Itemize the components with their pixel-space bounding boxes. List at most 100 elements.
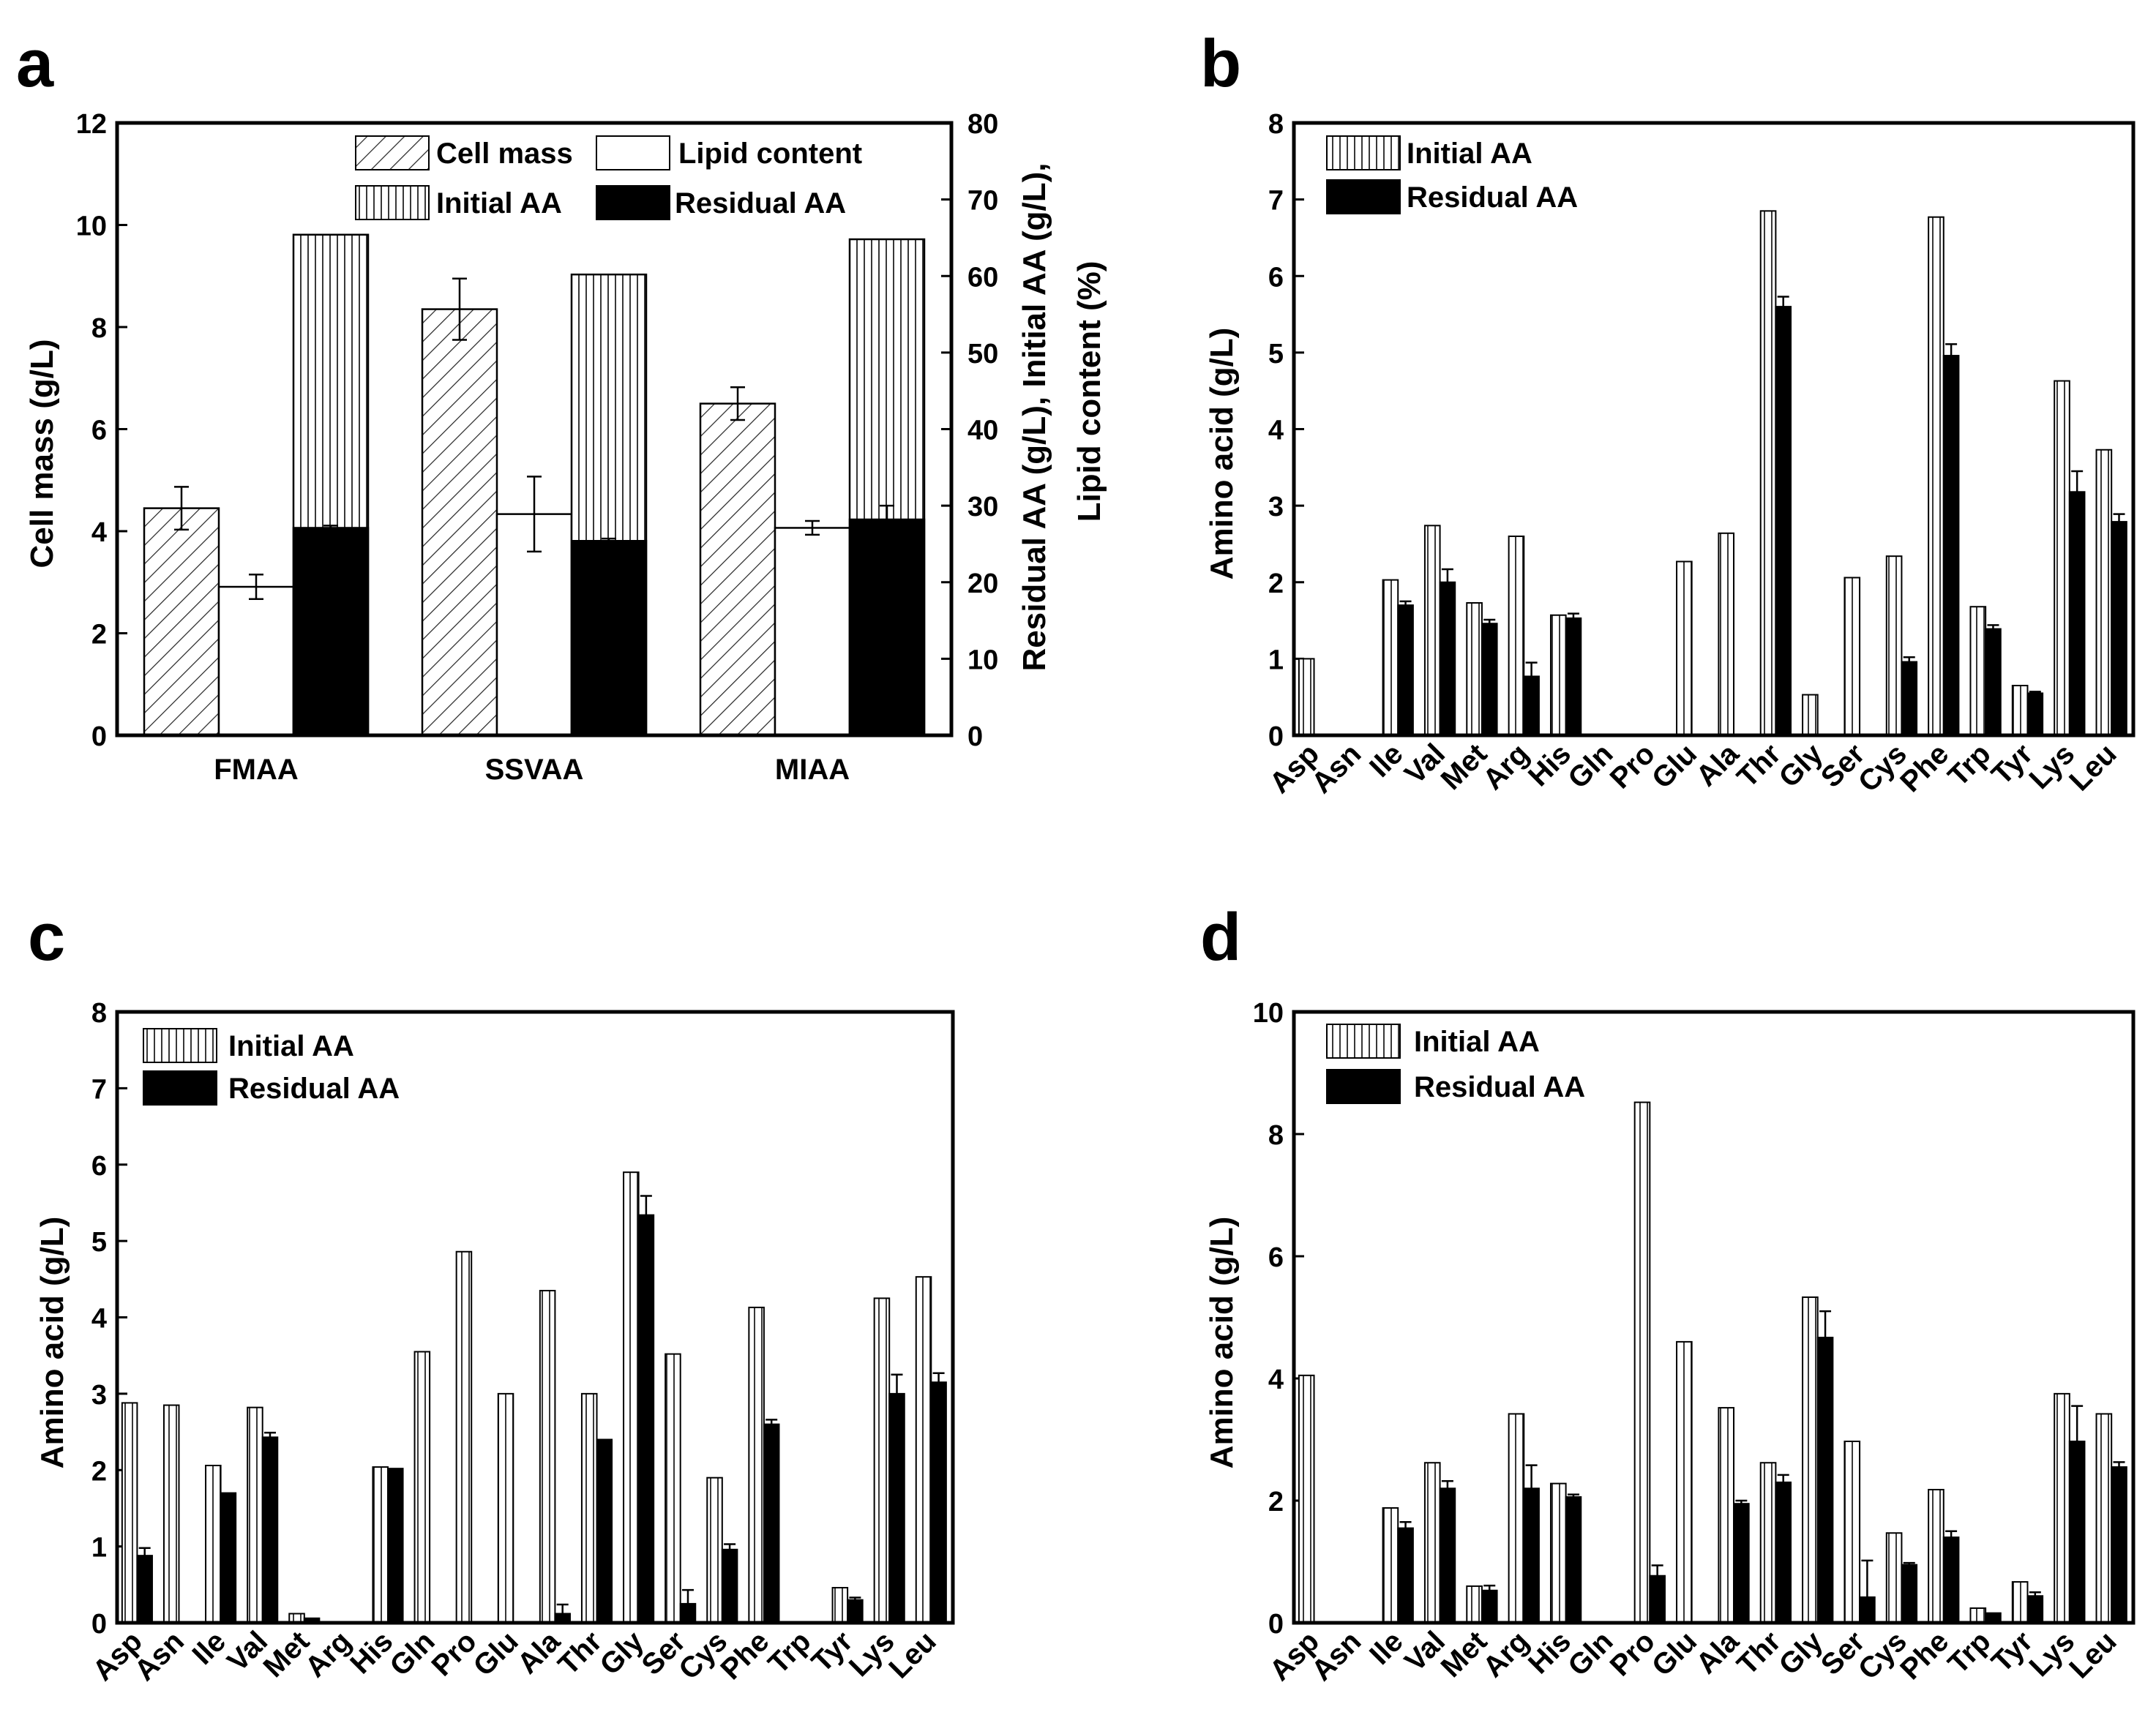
legend-swatch-cell-mass <box>355 135 430 170</box>
category-label-ile: Ile <box>1363 1625 1410 1671</box>
panel-a-letter: a <box>16 26 54 101</box>
legend-swatch-initial-aa <box>143 1028 217 1063</box>
y-tick-label: 8 <box>91 313 107 344</box>
bar-initial-aa-his <box>1549 1482 1567 1624</box>
legend-label-residual-aa: Residual AA <box>675 187 846 219</box>
bar-initial-aa-glu <box>1676 560 1693 736</box>
bar-residual-aa-phe <box>1942 1536 1960 1624</box>
y-tick-label: 6 <box>1268 262 1284 293</box>
y-tick-label: 6 <box>91 416 107 446</box>
bar-initial-aa-leu <box>915 1276 932 1624</box>
bar-initial-aa-cys <box>1885 555 1903 736</box>
bar-initial-aa-phe <box>1928 1488 1944 1624</box>
bar-initial-aa-phe <box>748 1306 765 1624</box>
y2-tick-label: 50 <box>967 339 998 369</box>
y-tick-label: 8 <box>91 998 107 1029</box>
bar-residual-aa-ala <box>1733 1503 1750 1624</box>
panel-b-ylabel: Amino acid (g/L) <box>1204 328 1240 580</box>
bar-initial-aa-asn <box>162 1404 180 1624</box>
panel-c: c Amino acid (g/L) 012345678AspAsnIleVal… <box>28 900 955 1687</box>
bar-residual-aa-thr <box>1775 1481 1792 1624</box>
bar-residual-aa-tyr <box>2026 692 2044 736</box>
panel-c-ylabel: Amino acid (g/L) <box>34 1217 70 1469</box>
bar-residual-aa-tyr <box>847 1599 864 1624</box>
bar-residual-aa-arg <box>1523 1487 1540 1624</box>
plot-frame <box>115 121 954 738</box>
bar-residual-aa-pro <box>1649 1575 1666 1624</box>
bar-initial-aa-ile <box>205 1464 222 1624</box>
bar-initial-aa-glu <box>497 1392 514 1624</box>
y-tick-label: 1 <box>1268 645 1284 675</box>
bar-initial-aa-gly <box>623 1171 640 1624</box>
legend-label-initial-aa: Initial AA <box>228 1030 354 1062</box>
bar-initial-aa-his <box>372 1466 389 1624</box>
panel-a: a Cell mass (g/L) Residual AA (g/L), Ini… <box>16 26 1107 786</box>
y-tick-label: 0 <box>1268 721 1284 752</box>
y2-tick-label: 0 <box>967 721 983 752</box>
panel-b-legend: Initial AA Residual AA <box>1326 135 1578 214</box>
bar-initial-aa-gly <box>1802 694 1819 737</box>
bar-initial-aa-met <box>1466 601 1483 737</box>
panel-a-legend: Cell mass Lipid content Initial AA Resid… <box>355 135 862 220</box>
bar-initial-aa-tyr <box>2011 1581 2029 1624</box>
bar-residual-aa-asp <box>136 1555 153 1624</box>
bar-residual-aa-ile <box>1397 1527 1414 1624</box>
bar-initial-aa-leu <box>2095 1413 2113 1624</box>
y2-tick-label: 10 <box>967 645 998 675</box>
category-label-leu: Leu <box>2063 738 2122 797</box>
bar-residual-aa-val <box>261 1436 279 1624</box>
bar-initial-aa-pro <box>455 1250 473 1624</box>
bar-initial-aa-thr <box>1759 210 1777 737</box>
y-tick-label: 4 <box>1268 416 1284 446</box>
panel-b: b Amino acid (g/L) 012345678AspAsnIleVal… <box>1200 26 2136 800</box>
bar-initial-aa-met <box>1466 1585 1483 1624</box>
bar-initial-aa-val <box>247 1406 263 1624</box>
y2-tick-label: 60 <box>967 262 998 293</box>
y-tick-label: 3 <box>1268 492 1284 522</box>
legend-swatch-residual-aa <box>596 185 670 220</box>
bar-residual-aa-cys <box>1901 1564 1918 1624</box>
bar-residual-aa-his <box>1565 1496 1582 1624</box>
legend-swatch-lipid-content <box>596 135 670 170</box>
y-tick-label: 2 <box>91 620 107 650</box>
bar-initial-aa-ile <box>1382 579 1399 737</box>
y-tick-label: 2 <box>1268 1487 1284 1517</box>
legend-label-initial-aa: Initial AA <box>436 187 562 219</box>
bar-initial-aa-val <box>1423 1462 1441 1624</box>
legend-label-cell-mass: Cell mass <box>436 138 573 170</box>
legend-label-residual-aa: Residual AA <box>1407 181 1578 214</box>
panel-d-ylabel: Amino acid (g/L) <box>1204 1217 1240 1469</box>
bar-initial-aa-asp <box>1298 1374 1315 1624</box>
y-tick-label: 8 <box>1268 109 1284 140</box>
bar-initial-aa-ser <box>1844 577 1861 736</box>
bar-initial-aa-cys <box>1885 1532 1903 1624</box>
panel-a-y2label-line1: Residual AA (g/L), Initial AA (g/L), <box>1017 163 1052 672</box>
panel-b-letter: b <box>1200 26 1241 101</box>
bar-initial-aa-arg <box>1508 1413 1525 1624</box>
bar-initial-aa-leu <box>2095 449 2113 737</box>
bar-initial-aa-ala <box>1718 1407 1735 1624</box>
legend-label-lipid-content: Lipid content <box>678 138 862 170</box>
bar-cell-mass-fmaa <box>143 507 220 737</box>
panel-a-ylabel: Cell mass (g/L) <box>24 339 60 568</box>
bar-residual-aa-val <box>1439 1487 1456 1624</box>
y-tick-label: 8 <box>1268 1120 1284 1151</box>
bar-residual-aa-cys <box>721 1548 738 1624</box>
bar-initial-aa-asp <box>121 1402 138 1624</box>
category-label-asn: Asn <box>1306 1625 1368 1687</box>
y-tick-label: 10 <box>76 211 107 242</box>
category-label-ile: Ile <box>187 1625 233 1671</box>
y2-tick-label: 70 <box>967 186 998 217</box>
y-tick-label: 7 <box>91 1074 107 1105</box>
category-label-leu: Leu <box>883 1625 942 1684</box>
bar-residual-aa-arg <box>1523 675 1540 736</box>
bar-initial-aa-ser <box>665 1353 681 1624</box>
y2-tick-label: 80 <box>967 109 998 140</box>
category-label-asn: Asn <box>128 1625 190 1687</box>
bar-initial-aa-lys <box>2054 1392 2070 1624</box>
bar-initial-aa-thr <box>580 1392 598 1624</box>
bar-lipid-content-fmaa <box>217 585 295 737</box>
y-tick-label: 0 <box>91 1609 107 1640</box>
y-tick-label: 4 <box>91 1304 107 1335</box>
